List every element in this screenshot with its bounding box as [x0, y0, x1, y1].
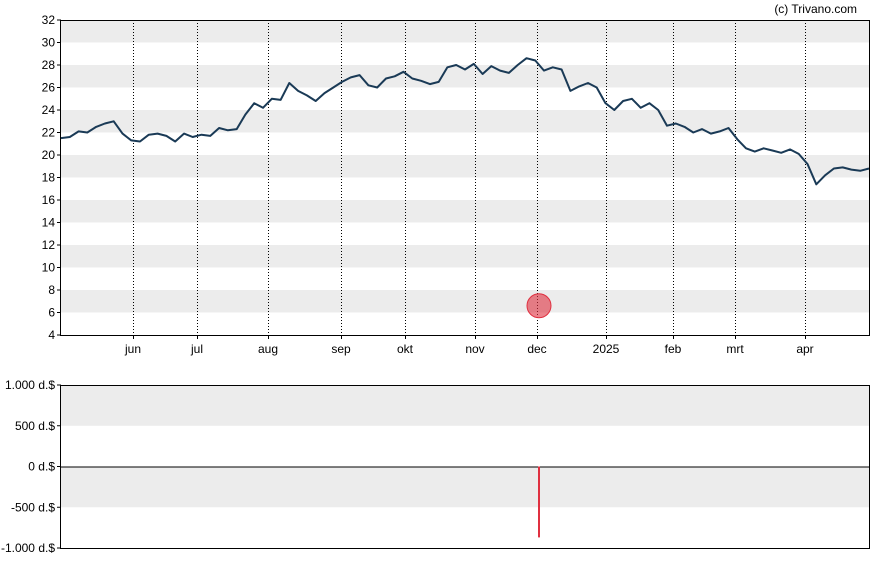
x-tick-label: jun: [124, 342, 141, 356]
price-chart-plot: [60, 57, 870, 319]
price-chart-x-axis: jun jul aug sep okt nov dec 2025 feb mrt apr: [124, 335, 814, 356]
y-tick-label: 16: [42, 193, 56, 207]
x-tick-label: jul: [190, 342, 203, 356]
price-chart-band: [61, 155, 869, 178]
y-tick-label: 10: [42, 261, 56, 275]
price-chart-band: [61, 200, 869, 223]
x-tick-label: apr: [796, 342, 813, 356]
x-tick-label: aug: [258, 342, 278, 356]
x-tick-label: nov: [465, 342, 484, 356]
value-chart-plot: [61, 466, 869, 538]
price-line: [60, 57, 870, 186]
x-tick-label: 2025: [593, 342, 620, 356]
y-tick-label: 32: [42, 13, 56, 27]
x-tick-label: okt: [397, 342, 414, 356]
y-tick-label: 4: [48, 328, 55, 342]
y-tick-label: -500 d.$: [11, 500, 55, 514]
price-chart-band: [61, 20, 869, 43]
y-tick-label: 500 d.$: [15, 419, 55, 433]
price-chart-bands: [61, 20, 869, 313]
price-chart-band: [61, 110, 869, 133]
y-tick-label: 20: [42, 148, 56, 162]
x-tick-label: sep: [331, 342, 351, 356]
price-chart: 4 6 8 10 12 14 16 18 20 22 24 26 28 30 32 jun jul aug sep…: [42, 13, 870, 356]
y-tick-label: 22: [42, 126, 56, 140]
value-chart-band: [61, 385, 869, 426]
y-tick-label: 28: [42, 58, 56, 72]
value-chart-bands: [61, 385, 869, 508]
y-tick-label: 24: [42, 103, 56, 117]
x-tick-label: mrt: [726, 342, 744, 356]
x-tick-label: feb: [665, 342, 682, 356]
value-chart-y-axis: 1.000 d.$ 500 d.$ 0 d.$ -500 d.$ -1.000 d.$: [1, 378, 61, 555]
y-tick-label: -1.000 d.$: [1, 541, 55, 555]
value-chart: 1.000 d.$ 500 d.$ 0 d.$ -500 d.$ -1.000 d.$: [1, 378, 870, 555]
y-tick-label: 30: [42, 36, 56, 50]
y-tick-label: 8: [48, 283, 55, 297]
event-marker: [526, 293, 552, 319]
y-tick-label: 6: [48, 306, 55, 320]
value-chart-frame: [60, 385, 870, 549]
y-tick-label: 1.000 d.$: [5, 378, 55, 392]
price-chart-band: [61, 245, 869, 268]
price-chart-frame: [60, 20, 870, 336]
price-chart-band: [61, 290, 869, 313]
y-tick-label: 26: [42, 81, 56, 95]
y-tick-label: 14: [42, 216, 56, 230]
value-chart-band: [61, 466, 869, 508]
copyright-credit: (c) Trivano.com: [774, 2, 857, 16]
y-tick-label: 12: [42, 238, 56, 252]
x-tick-label: dec: [527, 342, 546, 356]
price-chart-band: [61, 65, 869, 88]
y-tick-label: 18: [42, 171, 56, 185]
price-chart-y-axis: 4 6 8 10 12 14 16 18 20 22 24 26 28 30 32: [42, 13, 61, 342]
y-tick-label: 0 d.$: [28, 460, 55, 474]
